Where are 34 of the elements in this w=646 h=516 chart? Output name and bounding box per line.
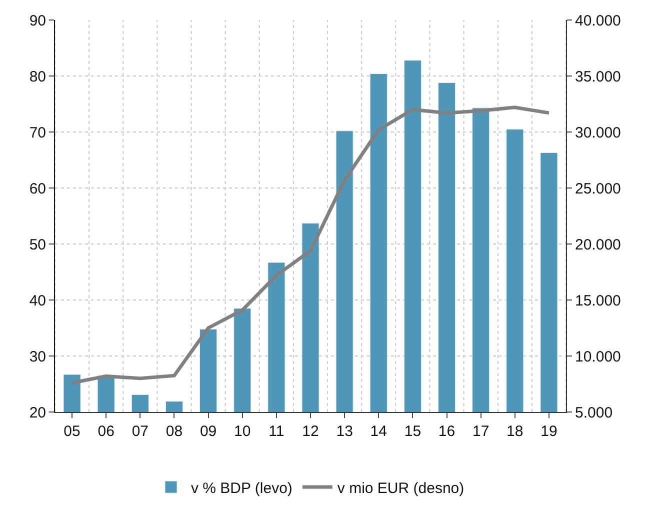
x-tick-label: 06 [98, 423, 114, 440]
line-series [70, 106, 551, 385]
x-tick-label: 13 [336, 423, 353, 440]
y-tick-label: 50 [29, 236, 46, 254]
y2-tick-label: 10.000 [575, 348, 621, 366]
x-tick-label: 09 [200, 423, 217, 440]
y2-tick-label: 30.000 [575, 124, 621, 142]
x-tick-label: 08 [166, 423, 183, 440]
x-tick-label: 12 [302, 423, 319, 440]
x-tick-label: 14 [370, 423, 387, 440]
x-tick-label: 17 [472, 423, 490, 440]
legend-label: v mio EUR (desno) [337, 480, 464, 497]
legend-label: v % BDP (levo) [191, 480, 292, 497]
x-tick-label: 18 [506, 423, 524, 440]
y-tick-label: 70 [29, 124, 46, 142]
y2-tick-label: 25.000 [575, 180, 621, 198]
y-tick-label: 40 [29, 292, 46, 310]
y-tick-label: 80 [29, 68, 46, 86]
x-tick-label: 07 [132, 423, 149, 440]
x-tick-label: 19 [540, 423, 558, 440]
y2-tick-label: 35.000 [575, 68, 621, 86]
y-tick-label: 60 [29, 180, 46, 198]
x-tick-label: 15 [404, 423, 422, 440]
y-tick-label: 90 [29, 12, 46, 30]
x-tick-label: 11 [268, 423, 284, 440]
y2-tick-label: 40.000 [575, 12, 621, 30]
x-tick-label: 10 [234, 423, 251, 440]
x-tick-label: 05 [64, 423, 80, 440]
y2-tick-label: 15.000 [575, 292, 621, 310]
y-tick-label: 20 [29, 404, 46, 422]
y-tick-label: 30 [29, 348, 46, 366]
x-tick-label: 16 [438, 423, 456, 440]
y2-tick-label: 5.000 [575, 404, 613, 422]
y2-tick-label: 20.000 [575, 236, 621, 254]
